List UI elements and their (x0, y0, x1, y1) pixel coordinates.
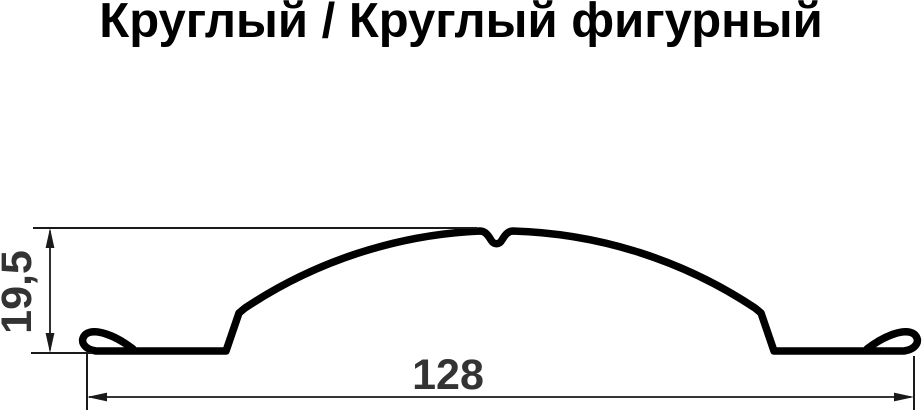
height-dimension-label: 19,5 (0, 250, 41, 334)
page-title: Круглый / Круглый фигурный (99, 0, 823, 48)
width-arrow-right-icon (894, 392, 914, 402)
height-arrow-down-icon (45, 333, 55, 353)
width-dimension-label: 128 (412, 351, 484, 399)
height-dimension: 19,5 (0, 227, 477, 354)
width-arrow-left-icon (87, 392, 107, 402)
height-arrow-up-icon (45, 228, 55, 248)
width-dimension: 128 (86, 351, 915, 410)
profile-outline (78, 227, 922, 355)
